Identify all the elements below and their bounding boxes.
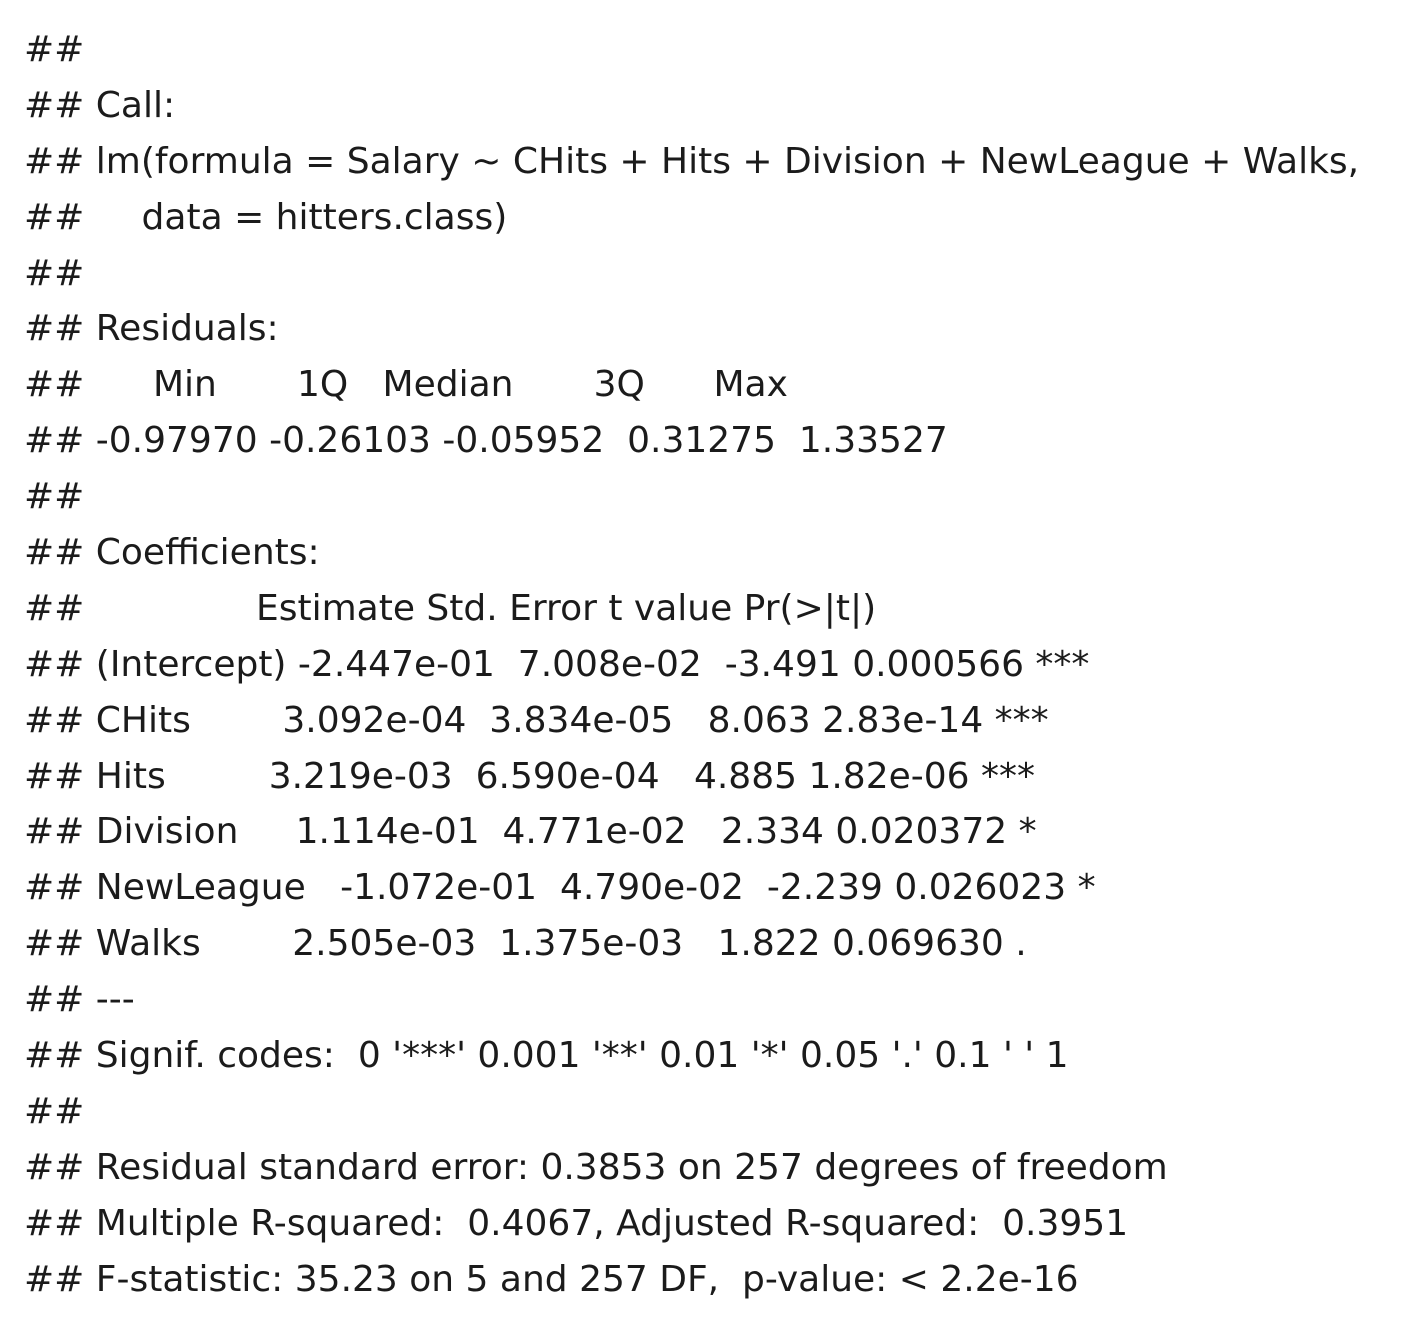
output-line-blank: ## xyxy=(24,29,85,70)
output-line-data-arg: ## data = hitters.class) xyxy=(24,196,508,238)
output-line-blank: ## xyxy=(24,476,85,518)
output-line-coef-hits: ## Hits 3.219e-03 6.590e-04 4.885 1.82e-… xyxy=(24,755,1035,797)
output-line-signif-codes: ## Signif. codes: 0 '***' 0.001 '**' 0.0… xyxy=(24,1035,1069,1077)
output-line-coef-walks: ## Walks 2.505e-03 1.375e-03 1.822 0.069… xyxy=(24,923,1027,965)
output-line-formula: ## lm(formula = Salary ~ CHits + Hits + … xyxy=(24,140,1360,182)
output-line-residuals-header: ## Min 1Q Median 3Q Max xyxy=(24,364,788,406)
output-line-coef-newleague: ## NewLeague -1.072e-01 4.790e-02 -2.239… xyxy=(24,867,1096,909)
output-line-f-statistic: ## F-statistic: 35.23 on 5 and 257 DF, p… xyxy=(24,1258,1079,1300)
output-line-residuals-heading: ## Residuals: xyxy=(24,308,279,350)
output-line-r-squared: ## Multiple R-squared: 0.4067, Adjusted … xyxy=(24,1202,1129,1244)
output-line-coef-division: ## Division 1.114e-01 4.771e-02 2.334 0.… xyxy=(24,811,1037,853)
output-line-coefficients-heading: ## Coefficients: xyxy=(24,532,320,574)
output-line-coef-intercept: ## (Intercept) -2.447e-01 7.008e-02 -3.4… xyxy=(24,643,1090,685)
output-line-coefficients-header: ## Estimate Std. Error t value Pr(>|t|) xyxy=(24,587,877,629)
output-line-separator: ## --- xyxy=(24,979,135,1021)
r-console-output: ## ## Call: ## lm(formula = Salary ~ CHits… xyxy=(24,22,1409,1307)
output-line-residuals-values: ## -0.97970 -0.26103 -0.05952 0.31275 1.… xyxy=(24,420,948,462)
output-line-coef-chits: ## CHits 3.092e-04 3.834e-05 8.063 2.83e… xyxy=(24,699,1049,741)
output-line-blank: ## xyxy=(24,252,85,294)
output-line-call-heading: ## Call: xyxy=(24,84,176,126)
output-line-residual-std-error: ## Residual standard error: 0.3853 on 25… xyxy=(24,1146,1168,1188)
output-line-blank: ## xyxy=(24,1090,85,1132)
